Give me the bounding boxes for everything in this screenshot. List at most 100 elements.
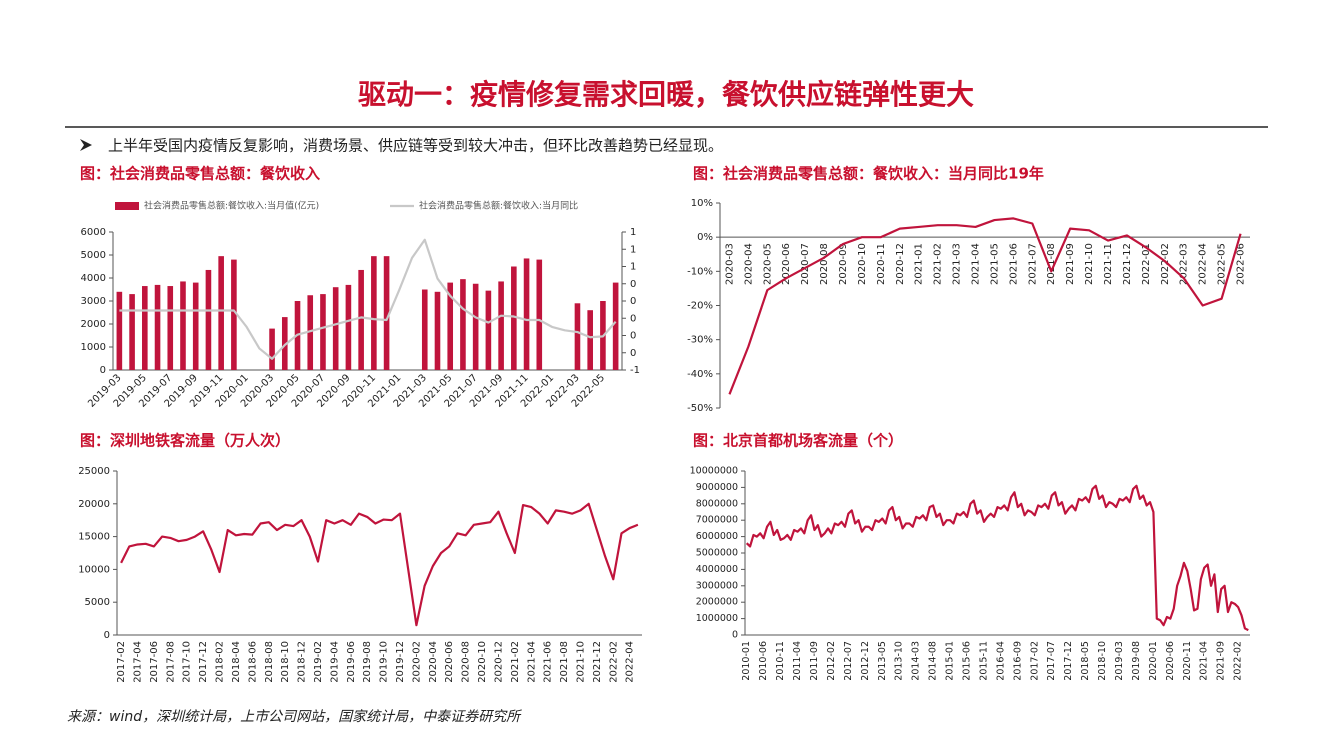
y-tick-label: 3000000: [696, 580, 738, 591]
x-tick-label: 2017-06: [149, 641, 160, 683]
bar: [231, 259, 237, 370]
bar: [358, 269, 364, 370]
x-tick-label: 2019-08: [362, 641, 373, 683]
x-tick-label: 2021-12: [592, 641, 603, 683]
x-tick-label: 2018-04: [231, 641, 242, 683]
x-tick-label: 2017-02: [1029, 641, 1040, 681]
y2-tick-label: 0: [630, 296, 636, 307]
x-tick-label: 2021-02: [510, 641, 521, 683]
bullet-text: 上半年受国内疫情反复影响，消费场景、供应链等受到较大冲击，但环比改善趋势已经显现…: [108, 137, 723, 155]
line-series: [120, 502, 639, 627]
x-tick-label: 2020-06: [444, 641, 455, 683]
x-tick-label: 2018-02: [215, 641, 226, 683]
source-note: 来源：wind，深圳统计局，上市公司网站，国家统计局，中泰证券研究所: [67, 709, 522, 725]
x-tick-label: 2022-02: [1160, 243, 1171, 285]
x-tick-label: 2022-01: [1141, 243, 1152, 285]
slide-title: 驱动一：疫情修复需求回暖，餐饮供应链弹性更大: [358, 78, 974, 111]
x-tick-label: 2014-03: [911, 641, 922, 681]
x-tick-label: 2022-06: [1236, 243, 1247, 285]
y-tick-label: 4000: [81, 273, 106, 284]
x-tick-label: 2020-12: [895, 243, 906, 285]
x-tick-label: 2021-03: [952, 243, 963, 285]
x-tick-label: 2019-10: [379, 641, 390, 683]
chart-title: 图：北京首都机场客流量（个）: [693, 432, 903, 450]
y2-tick-label: 0: [630, 313, 636, 324]
x-tick-label: 2018-06: [247, 641, 258, 683]
x-tick-label: 2020-11: [876, 243, 887, 285]
x-tick-label: 2017-04: [133, 641, 144, 683]
bar: [511, 266, 517, 370]
x-tick-label: 2021-12: [1122, 243, 1133, 285]
y-tick-label: 8000000: [696, 498, 738, 509]
y-tick-label: -40%: [687, 369, 713, 380]
x-tick-label: 2018-05: [1080, 641, 1091, 681]
x-tick-label: 2020-06: [1165, 641, 1176, 681]
y2-tick-label: -1: [630, 365, 640, 376]
y-tick-label: 7000000: [696, 515, 738, 526]
y-tick-label: 5000: [85, 597, 110, 608]
bar: [167, 286, 174, 370]
x-tick-label: 2019-08: [1131, 641, 1142, 681]
y-tick-label: 10%: [691, 198, 713, 209]
x-tick-label: 2021-06: [1008, 243, 1019, 285]
y-tick-label: 1000: [81, 342, 106, 353]
x-tick-label: 2020-04: [743, 243, 754, 285]
bar: [434, 291, 441, 370]
x-tick-label: 2010-06: [758, 641, 769, 681]
bullet-arrow: [80, 139, 92, 151]
x-tick-label: 2016-04: [995, 641, 1006, 681]
x-tick-label: 2020-10: [857, 243, 868, 285]
line-series: [119, 238, 617, 360]
bar: [180, 281, 186, 370]
bar: [205, 269, 212, 370]
bar: [281, 317, 288, 370]
legend-label: 社会消费品零售总额:餐饮收入:当月同比: [419, 200, 578, 212]
legend-label: 社会消费品零售总额:餐饮收入:当月值(亿元): [144, 200, 319, 212]
x-tick-label: 2021-10: [575, 641, 586, 683]
x-tick-label: 2021-06: [543, 641, 554, 683]
x-tick-label: 2019-06: [346, 641, 357, 683]
x-tick-label: 2014-08: [928, 641, 939, 681]
x-tick-label: 2010-11: [775, 641, 786, 681]
bar: [536, 259, 543, 370]
x-tick-label: 2021-09: [1216, 641, 1227, 681]
y-tick-label: 25000: [78, 466, 110, 477]
x-tick-label: 2021-09: [1065, 243, 1076, 285]
x-tick-label: 2020-04: [428, 641, 439, 683]
bar: [472, 283, 479, 370]
x-tick-label: 2021-08: [1046, 243, 1057, 285]
bar: [460, 279, 466, 370]
y2-tick-label: 1: [630, 262, 636, 273]
y2-tick-label: 0: [630, 279, 636, 290]
x-tick-label: 2019-02: [313, 641, 324, 683]
x-tick-label: 2021-01: [914, 243, 925, 285]
x-tick-label: 2018-10: [1097, 641, 1108, 681]
x-tick-label: 2021-08: [559, 641, 570, 683]
bar: [192, 282, 199, 370]
bar: [421, 289, 428, 370]
y-tick-label: 0: [732, 630, 738, 641]
bar: [116, 291, 123, 370]
x-tick-label: 2013-10: [894, 641, 905, 681]
x-tick-label: 2020-11: [1182, 641, 1193, 681]
x-tick-label: 2020-07: [800, 243, 811, 285]
x-tick-label: 2020-08: [461, 641, 472, 683]
y-tick-label: 3000: [81, 296, 106, 307]
y2-tick-label: 0: [630, 348, 636, 359]
y-tick-label: 5000000: [696, 548, 738, 559]
bar: [371, 256, 377, 370]
bar: [142, 286, 148, 370]
bar: [587, 310, 593, 370]
y-tick-label: 9000000: [696, 482, 738, 493]
x-tick-label: 2015-11: [978, 641, 989, 681]
bar: [218, 256, 224, 370]
x-tick-label: 2020-05: [762, 243, 773, 285]
x-tick-label: 2016-09: [1012, 641, 1023, 681]
y-tick-label: 20000: [78, 499, 110, 510]
x-tick-label: 2013-05: [877, 641, 888, 681]
chart-title: 图：社会消费品零售总额：餐饮收入: [80, 165, 320, 183]
y-tick-label: 10000: [78, 564, 110, 575]
y-tick-label: 4000000: [696, 564, 738, 575]
x-tick-label: 2022-03: [1179, 243, 1190, 285]
bar: [523, 258, 530, 370]
